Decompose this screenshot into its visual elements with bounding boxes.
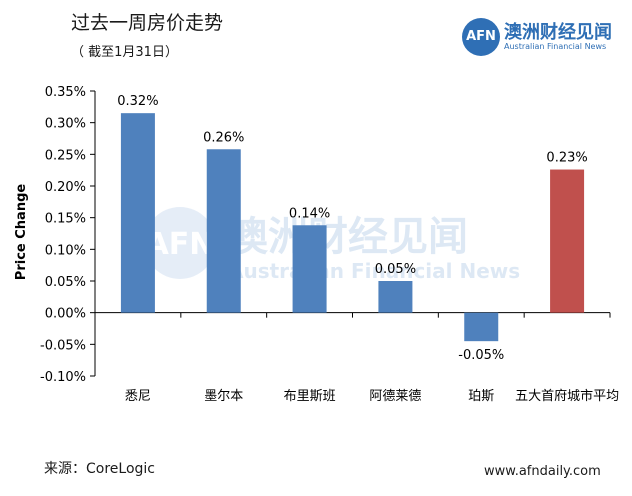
bars: 0.32% 悉尼 0.26% 墨尔本 0.14% 布里斯班 0.05% 阿德莱德 -0.05% 珀…: [117, 94, 619, 404]
data-label-5: 0.23%: [546, 151, 587, 166]
watermark-logo-icon: [144, 207, 216, 279]
data-label-4: -0.05%: [458, 348, 504, 363]
source-note: 来源：CoreLogic: [44, 461, 155, 477]
y-tick-label: -0.10%: [40, 370, 86, 385]
afn-logo-icon: AFN: [462, 18, 500, 56]
category-label-4: 珀斯: [468, 389, 494, 404]
chart-title: 过去一周房价走势: [71, 12, 224, 34]
data-label-3: 0.05%: [375, 262, 416, 277]
y-tick-label: 0.35%: [45, 85, 86, 100]
watermark-name-en: Australian Financial News: [228, 259, 520, 283]
bar-0: [120, 113, 155, 313]
y-tick-label: 0.00%: [45, 307, 86, 322]
bar-2: [292, 225, 327, 313]
data-label-2: 0.14%: [289, 206, 330, 221]
watermark: AFN 澳洲财经见闻 Australian Financial News: [144, 207, 520, 283]
brand-logo-block: AFN 澳洲财经见闻 Australian Financial News: [462, 18, 622, 58]
bar-1: [206, 149, 241, 313]
brand-name-cn: 澳洲财经见闻: [504, 22, 612, 43]
category-label-2: 布里斯班: [284, 389, 336, 404]
bar-3: [378, 281, 413, 313]
category-label-1: 墨尔本: [204, 389, 243, 404]
chart-subtitle: （ 截至1月31日）: [71, 45, 178, 60]
watermark-logo-text: AFN: [146, 227, 215, 262]
data-label-1: 0.26%: [203, 130, 244, 145]
y-tick-label: 0.30%: [45, 117, 86, 132]
bar-4: [464, 312, 499, 342]
y-tick-label: 0.25%: [45, 148, 86, 163]
bar-5: [550, 169, 585, 313]
category-label-3: 阿德莱德: [369, 389, 421, 404]
y-tick-label: 0.20%: [45, 180, 86, 195]
data-label-0: 0.32%: [117, 94, 158, 109]
axes: 0.35% 0.30% 0.25% 0.20% 0.15% 0.10% 0.05% 0.00%…: [40, 85, 611, 385]
site-url: www.afndaily.com: [484, 464, 601, 479]
brand-name-en: Australian Financial News: [504, 42, 607, 51]
watermark-name-cn: 澳洲财经见闻: [228, 214, 468, 260]
category-label-5: 五大首府城市平均: [515, 388, 619, 404]
y-tick-label: 0.15%: [45, 212, 86, 227]
y-tick-label: 0.05%: [45, 275, 86, 290]
y-tick-label: 0.10%: [45, 243, 86, 258]
y-tick-label: -0.05%: [40, 338, 86, 353]
y-axis-label: Price Change: [14, 184, 29, 281]
category-label-0: 悉尼: [125, 389, 151, 404]
